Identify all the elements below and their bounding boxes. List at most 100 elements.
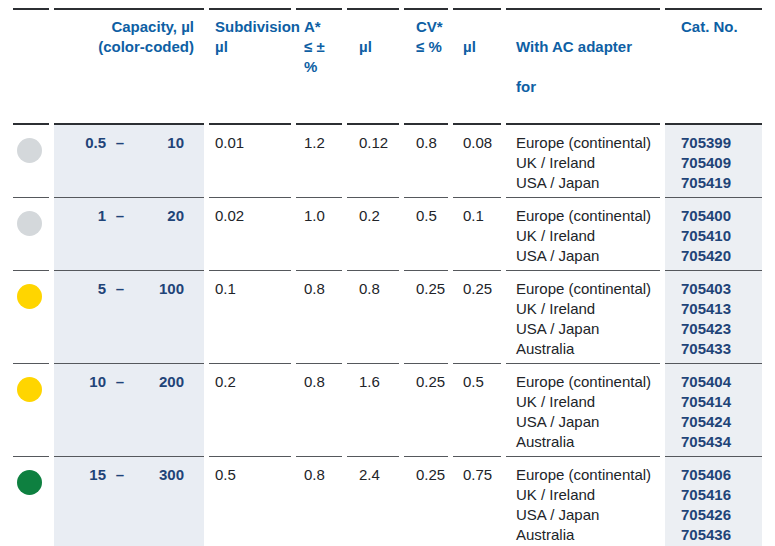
table-header: Capacity, µl (color-coded) Subdivision µ… [13, 8, 762, 125]
accuracy-ul-value: 0.8 [347, 270, 399, 363]
ac-adapter-list: Europe (continental) UK / Ireland USA / … [506, 363, 660, 456]
yellow-color-dot [17, 284, 42, 309]
green-color-dot [17, 470, 42, 495]
header-dot-spacer [13, 8, 49, 125]
cat-no-list: 705399 705409 705419 [665, 125, 762, 197]
capacity-max: 20 [134, 206, 184, 226]
capacity-range: 5 – 100 [54, 279, 204, 299]
accuracy-ul-value: 0.2 [347, 197, 399, 270]
capacity-min: 10 [54, 372, 106, 392]
capacity-max: 300 [134, 465, 184, 485]
cv-ul-value: 0.1 [453, 197, 501, 270]
subdivision-value: 0.2 [209, 363, 291, 456]
header-capacity-line1: Capacity, µl [54, 17, 194, 37]
header-accuracy-ul: µl [347, 8, 399, 125]
capacity-min: 0.5 [54, 133, 106, 153]
header-cat-no: Cat. No. [665, 8, 762, 125]
subdivision-value: 0.5 [209, 456, 291, 546]
cv-ul-value: 0.25 [453, 270, 501, 363]
cat-no-list: 705404 705414 705424 705434 [665, 363, 762, 456]
header-subdivision: Subdivision µl [209, 8, 291, 125]
capacity-min: 15 [54, 465, 106, 485]
header-cv-line1: CV* [416, 17, 448, 37]
dot-cell [13, 125, 49, 197]
header-adapter-line1: With AC adapter [516, 37, 660, 57]
cv-percent-value: 0.25 [404, 456, 448, 546]
header-accuracy-line1: A* [304, 17, 342, 37]
capacity-max: 10 [134, 133, 184, 153]
cat-no-list: 705400 705410 705420 [665, 197, 762, 270]
subdivision-value: 0.01 [209, 125, 291, 197]
header-cat-no-label: Cat. No. [681, 17, 762, 37]
cv-percent-value: 0.8 [404, 125, 448, 197]
capacity-max: 200 [134, 372, 184, 392]
accuracy-ul-value: 0.12 [347, 125, 399, 197]
table-row: 10 – 200 0.2 0.8 1.6 0.25 0.5 Europe (co… [13, 363, 762, 456]
header-cv-line2: ≤ % [416, 37, 448, 57]
capacity-range: 15 – 300 [54, 465, 204, 485]
dot-cell [13, 270, 49, 363]
capacity-cell: 0.5 – 10 [54, 125, 204, 197]
accuracy-percent-value: 0.8 [296, 270, 342, 363]
capacity-cell: 1 – 20 [54, 197, 204, 270]
header-cv-ul: µl [453, 8, 501, 125]
cat-no-list: 705406 705416 705426 705436 [665, 456, 762, 546]
capacity-dash: – [106, 279, 134, 299]
gray-color-dot [17, 138, 42, 163]
capacity-dash: – [106, 133, 134, 153]
subdivision-value: 0.02 [209, 197, 291, 270]
dot-cell [13, 456, 49, 546]
ac-adapter-list: Europe (continental) UK / Ireland USA / … [506, 270, 660, 363]
table-row: 1 – 20 0.02 1.0 0.2 0.5 0.1 Europe (cont… [13, 197, 762, 270]
cv-percent-value: 0.25 [404, 363, 448, 456]
cv-percent-value: 0.5 [404, 197, 448, 270]
accuracy-percent-value: 1.0 [296, 197, 342, 270]
capacity-range: 10 – 200 [54, 372, 204, 392]
capacity-max: 100 [134, 279, 184, 299]
cv-percent-value: 0.25 [404, 270, 448, 363]
cv-ul-value: 0.75 [453, 456, 501, 546]
header-adapter-line2: for [516, 77, 660, 97]
ac-adapter-list: Europe (continental) UK / Ireland USA / … [506, 197, 660, 270]
table-row: 15 – 300 0.5 0.8 2.4 0.25 0.75 Europe (c… [13, 456, 762, 546]
ac-adapter-list: Europe (continental) UK / Ireland USA / … [506, 125, 660, 197]
header-capacity: Capacity, µl (color-coded) [54, 8, 204, 125]
yellow-color-dot [17, 377, 42, 402]
cv-ul-value: 0.5 [453, 363, 501, 456]
capacity-cell: 10 – 200 [54, 363, 204, 456]
accuracy-percent-value: 0.8 [296, 456, 342, 546]
capacity-cell: 15 – 300 [54, 456, 204, 546]
ac-adapter-list: Europe (continental) UK / Ireland USA / … [506, 456, 660, 546]
capacity-min: 5 [54, 279, 106, 299]
header-accuracy-line2: ≤ ± % [304, 37, 342, 77]
dot-cell [13, 197, 49, 270]
capacity-cell: 5 – 100 [54, 270, 204, 363]
table-row: 0.5 – 10 0.01 1.2 0.12 0.8 0.08 Europe (… [13, 125, 762, 197]
header-subdivision-line2: µl [215, 37, 291, 57]
capacity-dash: – [106, 465, 134, 485]
header-cv-ul-label: µl [463, 37, 501, 57]
accuracy-percent-value: 0.8 [296, 363, 342, 456]
capacity-range: 0.5 – 10 [54, 133, 204, 153]
header-adapter: With AC adapter for [506, 8, 660, 125]
accuracy-ul-value: 1.6 [347, 363, 399, 456]
capacity-min: 1 [54, 206, 106, 226]
subdivision-value: 0.1 [209, 270, 291, 363]
cat-no-list: 705403 705413 705423 705433 [665, 270, 762, 363]
gray-color-dot [17, 211, 42, 236]
header-accuracy: A* ≤ ± % [296, 8, 342, 125]
table-body: 0.5 – 10 0.01 1.2 0.12 0.8 0.08 Europe (… [13, 125, 762, 546]
cv-ul-value: 0.08 [453, 125, 501, 197]
capacity-dash: – [106, 372, 134, 392]
accuracy-ul-value: 2.4 [347, 456, 399, 546]
capacity-dash: – [106, 206, 134, 226]
dot-cell [13, 363, 49, 456]
table-row: 5 – 100 0.1 0.8 0.8 0.25 0.25 Europe (co… [13, 270, 762, 363]
header-cv: CV* ≤ % [404, 8, 448, 125]
accuracy-percent-value: 1.2 [296, 125, 342, 197]
header-capacity-line2: (color-coded) [54, 37, 194, 57]
pipette-spec-table: Capacity, µl (color-coded) Subdivision µ… [8, 8, 767, 546]
header-subdivision-line1: Subdivision [215, 17, 291, 37]
header-accuracy-ul-label: µl [359, 37, 399, 57]
capacity-range: 1 – 20 [54, 206, 204, 226]
